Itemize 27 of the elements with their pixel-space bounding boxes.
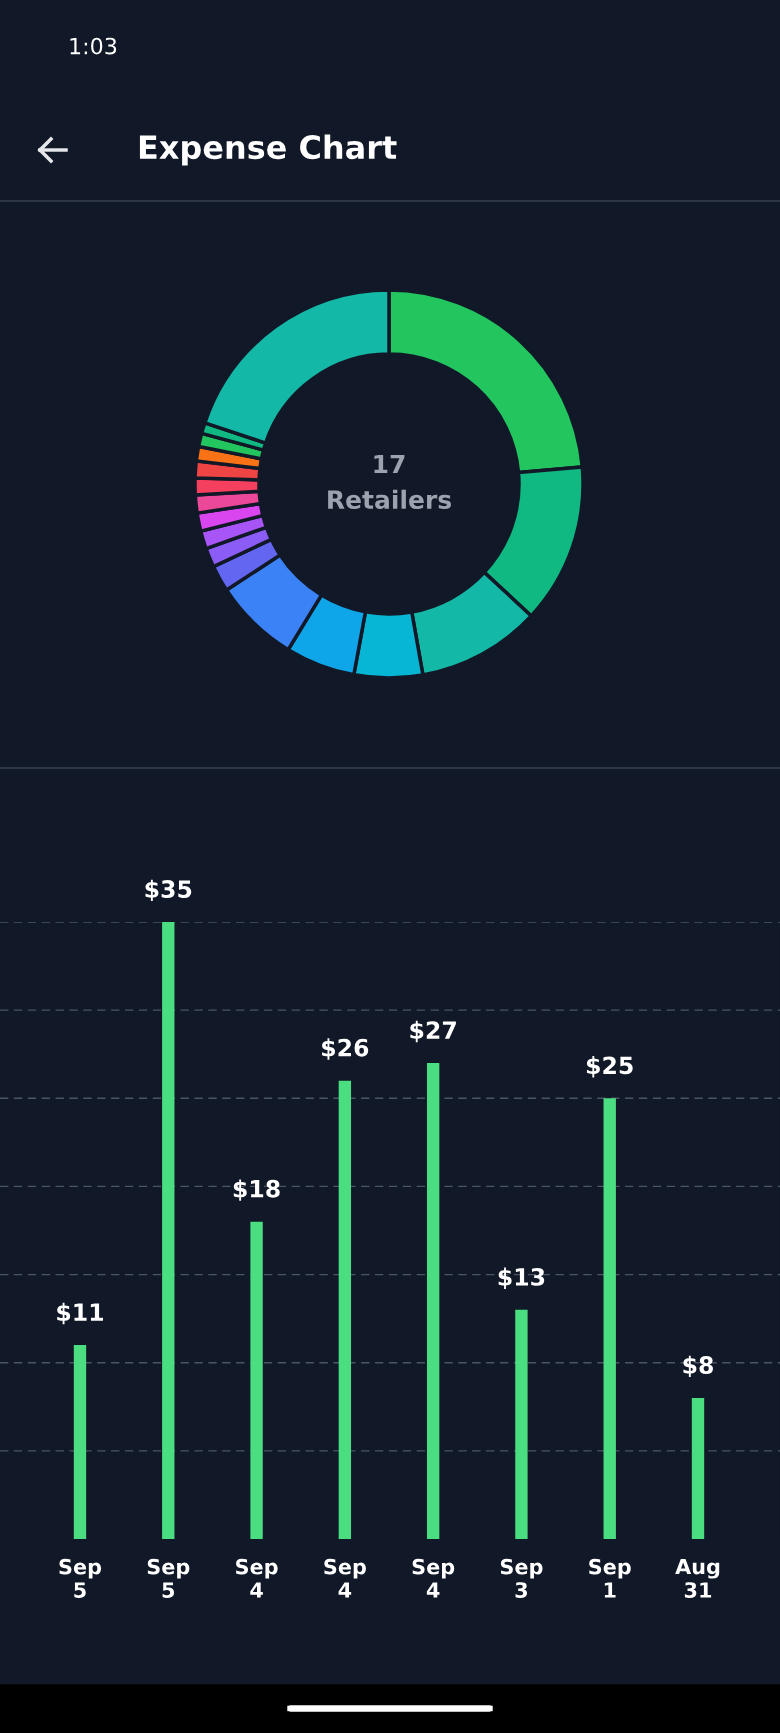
x-tick-label: Sep 4 xyxy=(324,1558,366,1598)
bar xyxy=(162,922,175,1539)
x-tick-label: Sep 1 xyxy=(589,1558,631,1598)
x-tick-label: Sep 4 xyxy=(236,1558,278,1598)
data-label: $8 xyxy=(683,1355,713,1378)
bar xyxy=(250,1221,263,1539)
bar xyxy=(603,1098,616,1539)
data-label: $13 xyxy=(498,1267,545,1289)
data-label: $25 xyxy=(586,1055,633,1078)
data-label: $26 xyxy=(322,1038,369,1060)
chart-title: Expense Chart xyxy=(139,134,397,166)
text: 1:03 xyxy=(70,37,117,55)
x-tick-label: Sep 3 xyxy=(500,1558,543,1598)
bar xyxy=(426,1063,440,1539)
text: 17 Retailers xyxy=(328,454,451,510)
x-tick-label: Sep 4 xyxy=(412,1558,455,1598)
bar xyxy=(691,1397,705,1539)
x-tick-label: Aug 31 xyxy=(675,1558,720,1598)
bar xyxy=(338,1080,352,1539)
data-label: $35 xyxy=(145,879,192,902)
bar xyxy=(73,1345,87,1539)
data-label: $27 xyxy=(410,1020,456,1043)
data-label: $11 xyxy=(57,1302,104,1325)
bar xyxy=(515,1309,528,1539)
x-tick-label: Sep 5 xyxy=(147,1558,190,1598)
x-tick-label: Sep 5 xyxy=(59,1558,102,1598)
data-label: $18 xyxy=(233,1179,280,1201)
